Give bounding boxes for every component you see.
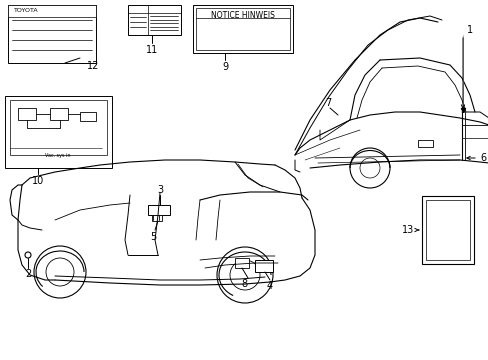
Text: 2: 2 — [25, 269, 31, 279]
Bar — [80, 112, 96, 121]
Text: 8: 8 — [241, 279, 246, 289]
Bar — [18, 108, 36, 120]
Bar — [152, 215, 162, 221]
Bar — [235, 258, 248, 268]
Text: Vac. sys in: Vac. sys in — [45, 153, 71, 158]
Bar — [5, 96, 112, 168]
Text: 7: 7 — [324, 98, 330, 108]
Text: 9: 9 — [222, 62, 227, 72]
Bar — [128, 5, 181, 35]
Text: 12: 12 — [87, 61, 99, 71]
Text: 10: 10 — [32, 176, 44, 186]
Text: TOYOTA: TOYOTA — [14, 9, 39, 13]
Text: 4: 4 — [266, 281, 272, 291]
Bar — [421, 196, 473, 264]
Bar — [8, 5, 96, 17]
Bar — [10, 100, 107, 155]
Text: 13: 13 — [401, 225, 413, 235]
Text: 5: 5 — [149, 232, 156, 242]
Bar — [196, 8, 289, 50]
Bar — [193, 5, 292, 53]
Text: 3: 3 — [157, 185, 163, 195]
Bar — [254, 260, 272, 272]
Bar — [417, 140, 432, 147]
Bar — [425, 200, 469, 260]
Text: 1: 1 — [466, 25, 472, 35]
Text: NOTICE HINWEIS: NOTICE HINWEIS — [211, 10, 274, 19]
Bar — [8, 5, 96, 63]
Bar — [50, 108, 68, 120]
Text: 11: 11 — [145, 45, 158, 55]
Text: 6: 6 — [479, 153, 485, 163]
Bar — [148, 205, 170, 215]
